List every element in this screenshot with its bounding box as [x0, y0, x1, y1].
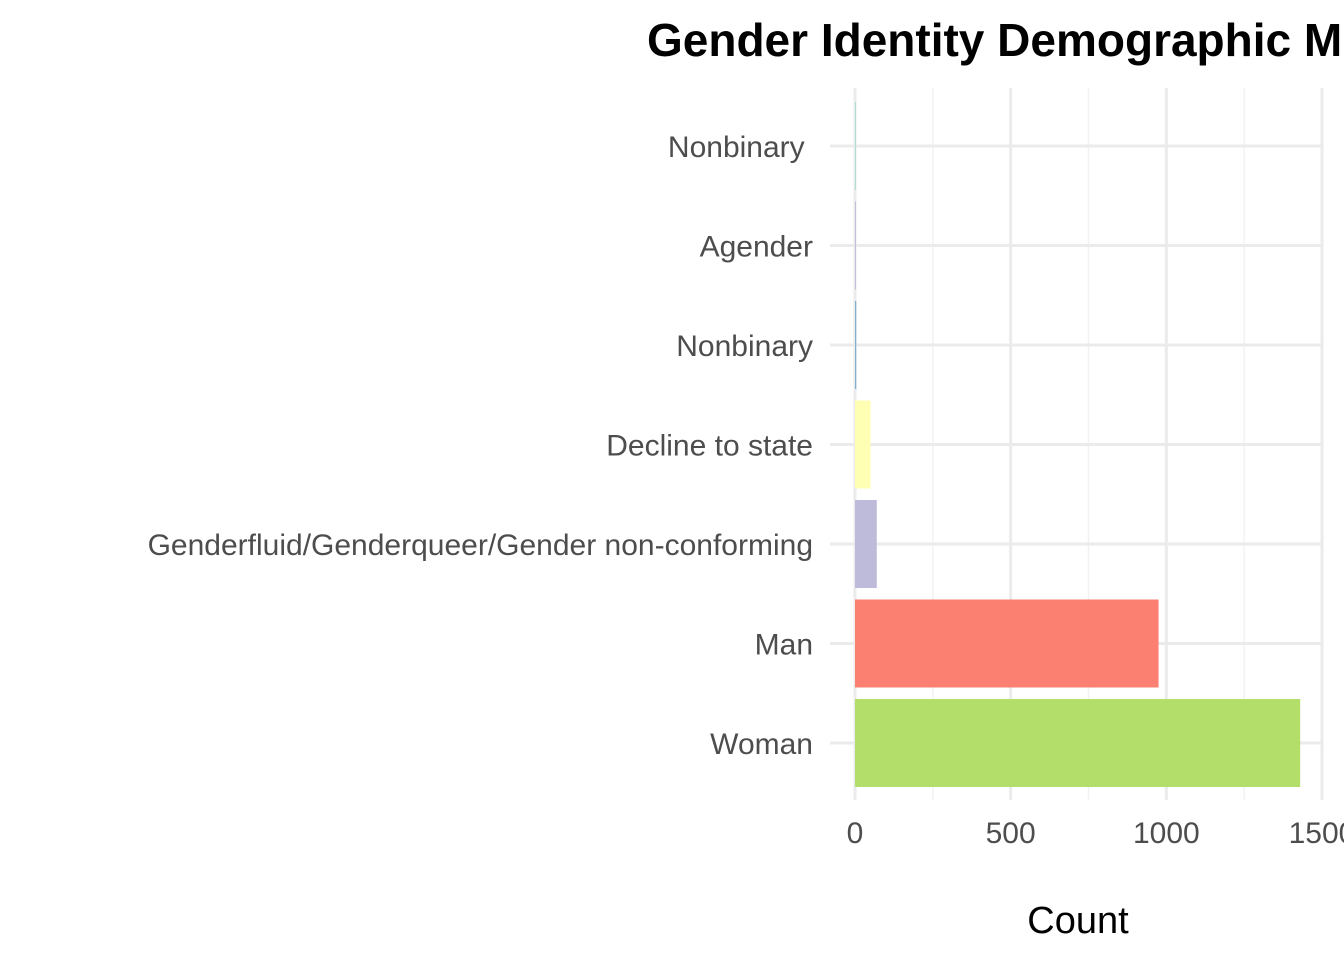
x-tick-label: 0 — [847, 817, 864, 850]
category-label: Nonbinary — [668, 131, 813, 164]
category-label: Decline to state — [606, 430, 813, 463]
grid — [830, 88, 1324, 800]
bar — [855, 699, 1301, 787]
bar — [855, 102, 856, 190]
category-label: Genderfluid/Genderqueer/Gender non-confo… — [148, 529, 813, 562]
category-label: Man — [755, 629, 813, 662]
x-tick-labels: 0 500 1000 1500 — [847, 817, 1344, 850]
bar — [855, 201, 856, 290]
chart-title: Gender Identity Demographic M — [647, 14, 1342, 66]
category-label: Woman — [710, 728, 813, 761]
x-tick-label: 500 — [986, 817, 1036, 850]
x-axis-title: Count — [1027, 900, 1129, 942]
bar — [855, 599, 1159, 688]
bar — [855, 500, 877, 588]
category-label: Agender — [700, 231, 813, 264]
category-labels: Nonbinary Agender Nonbinary Decline to sta… — [148, 131, 813, 761]
category-label: Nonbinary — [676, 330, 813, 363]
bars — [855, 102, 1301, 787]
x-tick-label: 1000 — [1133, 817, 1200, 850]
bar — [855, 301, 857, 389]
x-tick-label: 1500 — [1289, 817, 1344, 850]
bar — [855, 400, 871, 489]
